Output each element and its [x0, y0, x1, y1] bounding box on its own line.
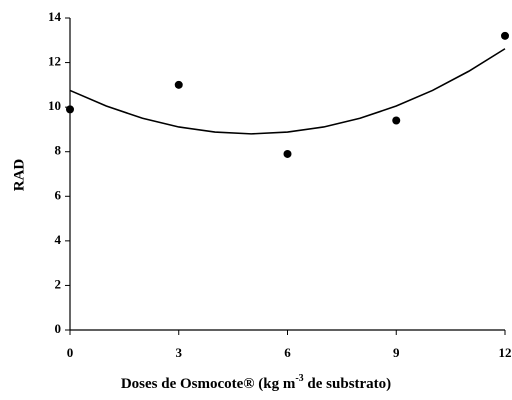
y-tick-label: 14: [48, 9, 62, 24]
y-tick-label: 10: [48, 98, 61, 113]
y-tick-label: 4: [55, 232, 62, 247]
x-tick-label: 12: [499, 345, 512, 360]
y-tick-label: 12: [48, 54, 61, 69]
y-tick-label: 6: [55, 187, 62, 202]
y-axis-label: RAD: [11, 159, 27, 192]
fit-curve: [69, 48, 506, 135]
y-tick-label: 8: [55, 143, 62, 158]
x-tick-label: 0: [67, 345, 74, 360]
x-tick-label: 3: [176, 345, 183, 360]
point: [392, 116, 401, 125]
point: [174, 80, 183, 89]
x-label-part: Doses de Osmocote® (kg m: [121, 376, 296, 392]
x-tick-label: 9: [393, 345, 400, 360]
y-tick-label: 0: [55, 321, 62, 336]
x-axis-label: Doses de Osmocote® (kg m-3 de substrato): [121, 373, 391, 392]
x-label-part: de substrato): [304, 376, 392, 392]
point: [501, 31, 509, 40]
x-label-sup: -3: [295, 373, 303, 384]
x-tick-label: 6: [284, 345, 291, 360]
y-tick-label: 2: [55, 276, 62, 291]
point: [66, 105, 74, 114]
point: [283, 149, 292, 158]
